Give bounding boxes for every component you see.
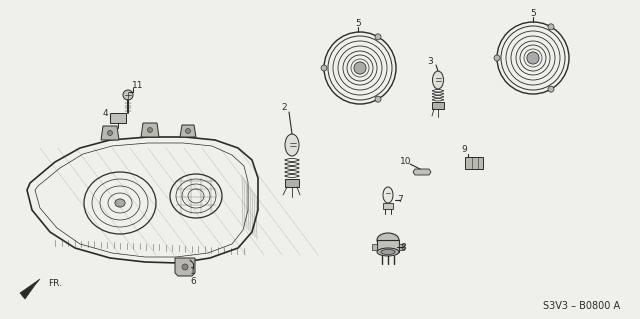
FancyBboxPatch shape <box>465 157 483 169</box>
FancyBboxPatch shape <box>377 240 399 252</box>
FancyBboxPatch shape <box>285 179 299 187</box>
Ellipse shape <box>285 134 299 156</box>
Polygon shape <box>141 123 159 137</box>
Ellipse shape <box>377 248 399 256</box>
Circle shape <box>123 90 133 100</box>
Text: 10: 10 <box>400 157 412 166</box>
Text: 11: 11 <box>132 80 144 90</box>
FancyBboxPatch shape <box>432 102 444 109</box>
Text: 3: 3 <box>427 56 433 65</box>
Circle shape <box>354 62 366 74</box>
Text: 4: 4 <box>102 108 108 117</box>
Ellipse shape <box>381 249 395 255</box>
Circle shape <box>108 130 113 136</box>
Circle shape <box>375 96 381 102</box>
Text: S3V3 – B0800 A: S3V3 – B0800 A <box>543 301 620 311</box>
Ellipse shape <box>433 71 444 89</box>
Circle shape <box>186 129 191 133</box>
Circle shape <box>147 128 152 132</box>
Text: 1: 1 <box>190 268 196 277</box>
Polygon shape <box>372 244 377 250</box>
Text: 7: 7 <box>397 196 403 204</box>
Ellipse shape <box>377 233 399 247</box>
Text: FR.: FR. <box>48 278 62 287</box>
Polygon shape <box>399 244 404 250</box>
Polygon shape <box>101 126 119 140</box>
Circle shape <box>548 24 554 30</box>
Polygon shape <box>20 279 40 299</box>
Circle shape <box>494 55 500 61</box>
Circle shape <box>527 52 539 64</box>
Polygon shape <box>175 258 195 276</box>
Text: 8: 8 <box>400 242 406 251</box>
FancyBboxPatch shape <box>383 203 393 209</box>
Circle shape <box>182 264 188 270</box>
Circle shape <box>548 86 554 92</box>
Text: 5: 5 <box>355 19 361 28</box>
Polygon shape <box>413 169 431 175</box>
Polygon shape <box>180 125 196 137</box>
Text: 2: 2 <box>281 103 287 113</box>
Text: 6: 6 <box>190 278 196 286</box>
FancyBboxPatch shape <box>110 113 126 123</box>
Ellipse shape <box>383 187 393 203</box>
Text: 5: 5 <box>530 10 536 19</box>
Circle shape <box>321 65 327 71</box>
Circle shape <box>375 34 381 40</box>
Text: 9: 9 <box>461 145 467 154</box>
Ellipse shape <box>115 199 125 207</box>
